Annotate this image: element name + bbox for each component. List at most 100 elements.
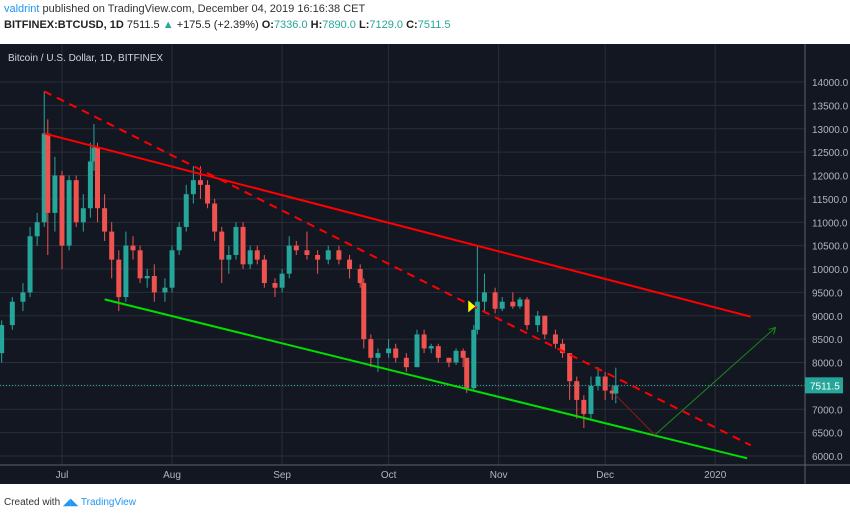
candle-body [535,315,541,326]
candle-body [542,315,548,335]
x-tick-label: Nov [490,470,508,481]
y-tick-label: 9500.0 [812,288,843,299]
lower-channel-line [104,298,748,460]
candle-body [325,250,331,260]
chart-svg[interactable]: 6000.0 6500.0 7000.0 8000.0 8500.0 9000.0 9500… [0,44,850,484]
y-tick-label: 8000.0 [812,359,843,370]
candle-body [130,245,136,251]
x-tick-label: Aug [163,470,181,481]
candle-body [510,301,516,307]
candle-body [9,301,15,326]
tradingview-logo-icon: ◢◣ [62,497,79,508]
candle-body [197,180,203,185]
low-label: L: [358,19,370,31]
triangle-up-icon: ▲ [162,19,174,31]
x-tick-label: Oct [381,470,397,481]
candle-body [272,283,278,288]
x-tick-label: Dec [596,470,614,481]
candle-body [212,203,218,232]
y-tick-label: 8500.0 [812,335,843,346]
candle-body [293,245,299,251]
candle-body [421,334,427,349]
created-with: Created with [4,497,61,508]
candle-body [588,385,594,414]
candle-body [368,339,374,358]
y-tick-label: 11500.0 [812,195,848,206]
candle-body [219,231,225,260]
candle-body [517,299,523,307]
candle-body [609,390,615,394]
candle-body [393,348,399,358]
candle-body [87,161,93,209]
close-value: 7511.5 [417,19,451,31]
candle-body [414,334,420,368]
last-price-badge [805,377,843,394]
y-tick-label: 12000.0 [812,172,849,183]
candle-body [73,180,79,223]
candle-body [471,329,477,389]
candle-body [375,353,381,358]
y-tick-label: 11000.0 [812,218,848,229]
candle-body [254,250,260,260]
candle-body [20,292,26,302]
open-label: O: [261,19,274,31]
candle-body [428,346,434,349]
candle-body [183,194,189,227]
y-tick-label: 9000.0 [812,312,843,323]
x-tick-label: Sep [273,470,291,481]
publish-info: valdrint published on TradingView.com, D… [4,3,365,15]
candle-body [80,208,86,223]
candle-body [474,301,480,330]
y-tick-label: 14000.0 [812,78,849,89]
candle-body [357,269,363,284]
last-price-label: 7511.5 [810,381,840,392]
candle-body [233,226,239,255]
low-value: 7129.0 [369,19,404,31]
candle-body [460,350,466,358]
x-tick-label: Jul [56,470,69,481]
dashed-resistance-line [43,90,752,447]
flag-marker-icon [468,300,476,313]
candle-body [581,399,587,414]
candle-body [226,254,232,260]
y-tick-label: 6000.0 [812,452,843,463]
candle-body [52,175,58,213]
candle-body [435,346,441,358]
change: +175.5 (+2.39%) [176,19,259,31]
candle-body [176,226,182,251]
candle-body [304,250,310,255]
symbol-info: BITFINEX:BTCUSD, 1D 7511.5 ▲ +175.5 (+2.… [4,19,451,31]
footer: Created with ◢◣ TradingView [4,497,136,508]
close-label: C: [406,19,418,31]
candle-body [567,353,573,382]
y-tick-label: 12500.0 [812,148,849,159]
chart-panel[interactable]: 6000.0 6500.0 7000.0 8000.0 8500.0 9000.0 9500… [0,44,850,484]
candle-body [205,184,211,204]
candle-body [279,273,285,288]
candle-body [574,381,580,400]
y-tick-label: 13500.0 [812,101,849,112]
candle-body [613,385,619,394]
candle-body [315,254,321,260]
candle-body [464,357,470,389]
tradingview-link[interactable]: TradingView [80,497,136,508]
candle-body [240,226,246,265]
publish-text: published on TradingView.com, December 0… [42,3,366,15]
high-value: 7890.0 [322,19,356,31]
candle-body [481,292,487,302]
arrow-head-icon [768,326,777,335]
candle-body [144,276,150,279]
candle-body [347,259,353,269]
candle-body [286,245,292,274]
symbol: BITFINEX:BTCUSD, 1D [4,19,124,31]
candle-body [560,343,566,354]
candle-body [34,222,40,237]
open-value: 7336.0 [273,19,308,31]
candle-body [403,357,409,368]
candle-body [45,133,51,213]
candle-body [59,175,65,246]
candle-body [446,357,452,363]
candle-body [102,208,108,232]
candle-body [91,147,97,162]
username-link[interactable]: valdrint [4,3,40,15]
